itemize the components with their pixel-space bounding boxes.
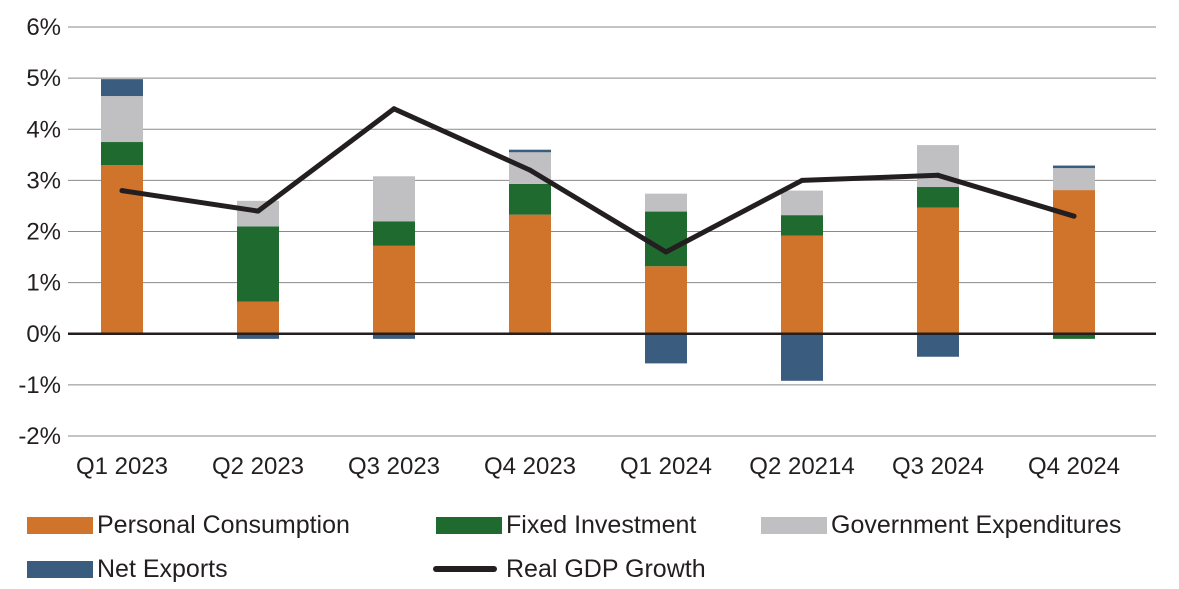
x-tick-label: Q1 2024 xyxy=(620,453,712,480)
point-real-gdp-growth xyxy=(255,208,261,214)
bar-net-exports xyxy=(1053,165,1095,169)
gridlines xyxy=(68,26,1156,437)
y-tick-label: 3% xyxy=(26,167,61,194)
y-tick-label: -1% xyxy=(18,372,61,399)
bar-net-exports xyxy=(917,333,959,357)
legend-item-government-expenditures: Government Expenditures xyxy=(761,511,1121,539)
legend-item-fixed-investment: Fixed Investment xyxy=(436,511,696,539)
y-tick-label: -2% xyxy=(18,423,61,450)
x-tick-label: Q4 2023 xyxy=(484,453,576,480)
y-tick-label: 5% xyxy=(26,65,61,92)
legend-label: Personal Consumption xyxy=(97,511,350,539)
x-tick-label: Q3 2023 xyxy=(348,453,440,480)
gdp-growth-line xyxy=(119,106,1077,255)
legend-label: Government Expenditures xyxy=(831,511,1121,539)
x-tick-label: Q3 2024 xyxy=(892,453,984,480)
bar-personal-consumption xyxy=(645,266,687,334)
bar-fixed-investment xyxy=(1053,333,1095,339)
point-real-gdp-growth xyxy=(527,167,533,173)
point-real-gdp-growth xyxy=(799,177,805,183)
stacked-bars xyxy=(101,79,1095,381)
x-axis-tick-labels: Q1 2023 Q2 2023 Q3 2023 Q4 2023 Q1 2024 Q2 20… xyxy=(76,453,1120,480)
legend-label: Real GDP Growth xyxy=(506,555,706,583)
bar-fixed-investment xyxy=(917,187,959,208)
bar-net-exports xyxy=(237,333,279,339)
bar-fixed-investment xyxy=(101,142,143,166)
legend-swatch xyxy=(27,561,93,578)
legend-swatch xyxy=(436,517,502,534)
x-tick-label: Q2 2023 xyxy=(212,453,304,480)
bar-net-exports xyxy=(645,333,687,364)
bar-government-expenditures xyxy=(373,176,415,222)
x-tick-label: Q4 2024 xyxy=(1028,453,1120,480)
bar-personal-consumption xyxy=(781,235,823,334)
y-tick-label: 2% xyxy=(26,219,61,246)
bar-personal-consumption xyxy=(509,214,551,334)
bar-personal-consumption xyxy=(917,207,959,334)
x-tick-label: Q2 20214 xyxy=(749,453,854,480)
legend-label: Net Exports xyxy=(97,555,228,583)
bar-personal-consumption xyxy=(237,301,279,334)
x-tick-label: Q1 2023 xyxy=(76,453,168,480)
legend: Personal Consumption Fixed Investment Gove… xyxy=(27,511,1121,583)
point-real-gdp-growth xyxy=(935,172,941,178)
bar-fixed-investment xyxy=(237,226,279,302)
bar-net-exports xyxy=(373,333,415,339)
y-tick-label: 4% xyxy=(26,116,61,143)
point-real-gdp-growth xyxy=(119,188,125,194)
point-real-gdp-growth xyxy=(1071,213,1077,219)
bar-government-expenditures xyxy=(101,96,143,143)
y-tick-label: 1% xyxy=(26,270,61,297)
y-axis-tick-labels: 6% 5% 4% 3% 2% 1% 0% -1% -2% xyxy=(18,14,61,450)
bar-fixed-investment xyxy=(781,215,823,236)
bar-net-exports xyxy=(101,79,143,97)
legend-swatch xyxy=(761,517,827,534)
bar-government-expenditures xyxy=(781,190,823,216)
bar-fixed-investment xyxy=(509,183,551,215)
y-tick-label: 6% xyxy=(26,14,61,41)
bar-government-expenditures xyxy=(1053,168,1095,191)
series-line-real-gdp-growth xyxy=(119,106,1077,255)
legend-item-net-exports: Net Exports xyxy=(27,555,228,583)
bar-government-expenditures xyxy=(645,193,687,212)
point-real-gdp-growth xyxy=(663,249,669,255)
bar-net-exports xyxy=(509,149,551,153)
point-real-gdp-growth xyxy=(391,106,397,112)
legend-swatch xyxy=(27,517,93,534)
y-tick-label: 0% xyxy=(26,321,61,348)
bar-fixed-investment xyxy=(645,211,687,267)
legend-item-personal-consumption: Personal Consumption xyxy=(27,511,350,539)
legend-item-real-gdp-growth: Real GDP Growth xyxy=(433,555,706,583)
bar-fixed-investment xyxy=(373,221,415,246)
legend-label: Fixed Investment xyxy=(506,511,696,539)
bar-personal-consumption xyxy=(373,245,415,334)
bar-government-expenditures xyxy=(237,200,279,227)
bar-net-exports xyxy=(781,333,823,381)
